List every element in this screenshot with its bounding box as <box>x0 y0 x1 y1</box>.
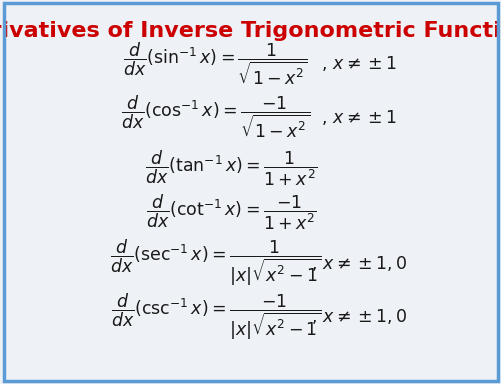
Text: $,\,x\neq\pm1$: $,\,x\neq\pm1$ <box>320 108 396 127</box>
Text: $\dfrac{d}{dx}\left(\cot^{-1}x\right)=\dfrac{-1}{1+x^2}$: $\dfrac{d}{dx}\left(\cot^{-1}x\right)=\d… <box>145 193 316 232</box>
Text: $\dfrac{d}{dx}\left(\tan^{-1}x\right)=\dfrac{1}{1+x^2}$: $\dfrac{d}{dx}\left(\tan^{-1}x\right)=\d… <box>144 149 317 188</box>
Text: $,\,x\neq\pm1$: $,\,x\neq\pm1$ <box>320 54 396 73</box>
Text: $\dfrac{d}{dx}\left(\sec^{-1}x\right)=\dfrac{1}{|x|\sqrt{x^2-1}}$: $\dfrac{d}{dx}\left(\sec^{-1}x\right)=\d… <box>110 238 321 288</box>
Text: $\dfrac{d}{dx}\left(\cos^{-1}x\right)=\dfrac{-1}{\sqrt{1-x^2}}$: $\dfrac{d}{dx}\left(\cos^{-1}x\right)=\d… <box>121 94 310 141</box>
Text: Derivatives of Inverse Trigonometric Functions: Derivatives of Inverse Trigonometric Fun… <box>0 21 501 41</box>
Text: $,\,x\neq\pm1,0$: $,\,x\neq\pm1,0$ <box>310 307 406 326</box>
Text: $,\,x\neq\pm1,0$: $,\,x\neq\pm1,0$ <box>310 253 406 273</box>
Text: $\dfrac{d}{dx}\left(\sin^{-1}x\right)=\dfrac{1}{\sqrt{1-x^2}}$: $\dfrac{d}{dx}\left(\sin^{-1}x\right)=\d… <box>123 40 308 87</box>
Text: $\dfrac{d}{dx}\left(\csc^{-1}x\right)=\dfrac{-1}{|x|\sqrt{x^2-1}}$: $\dfrac{d}{dx}\left(\csc^{-1}x\right)=\d… <box>111 291 320 342</box>
